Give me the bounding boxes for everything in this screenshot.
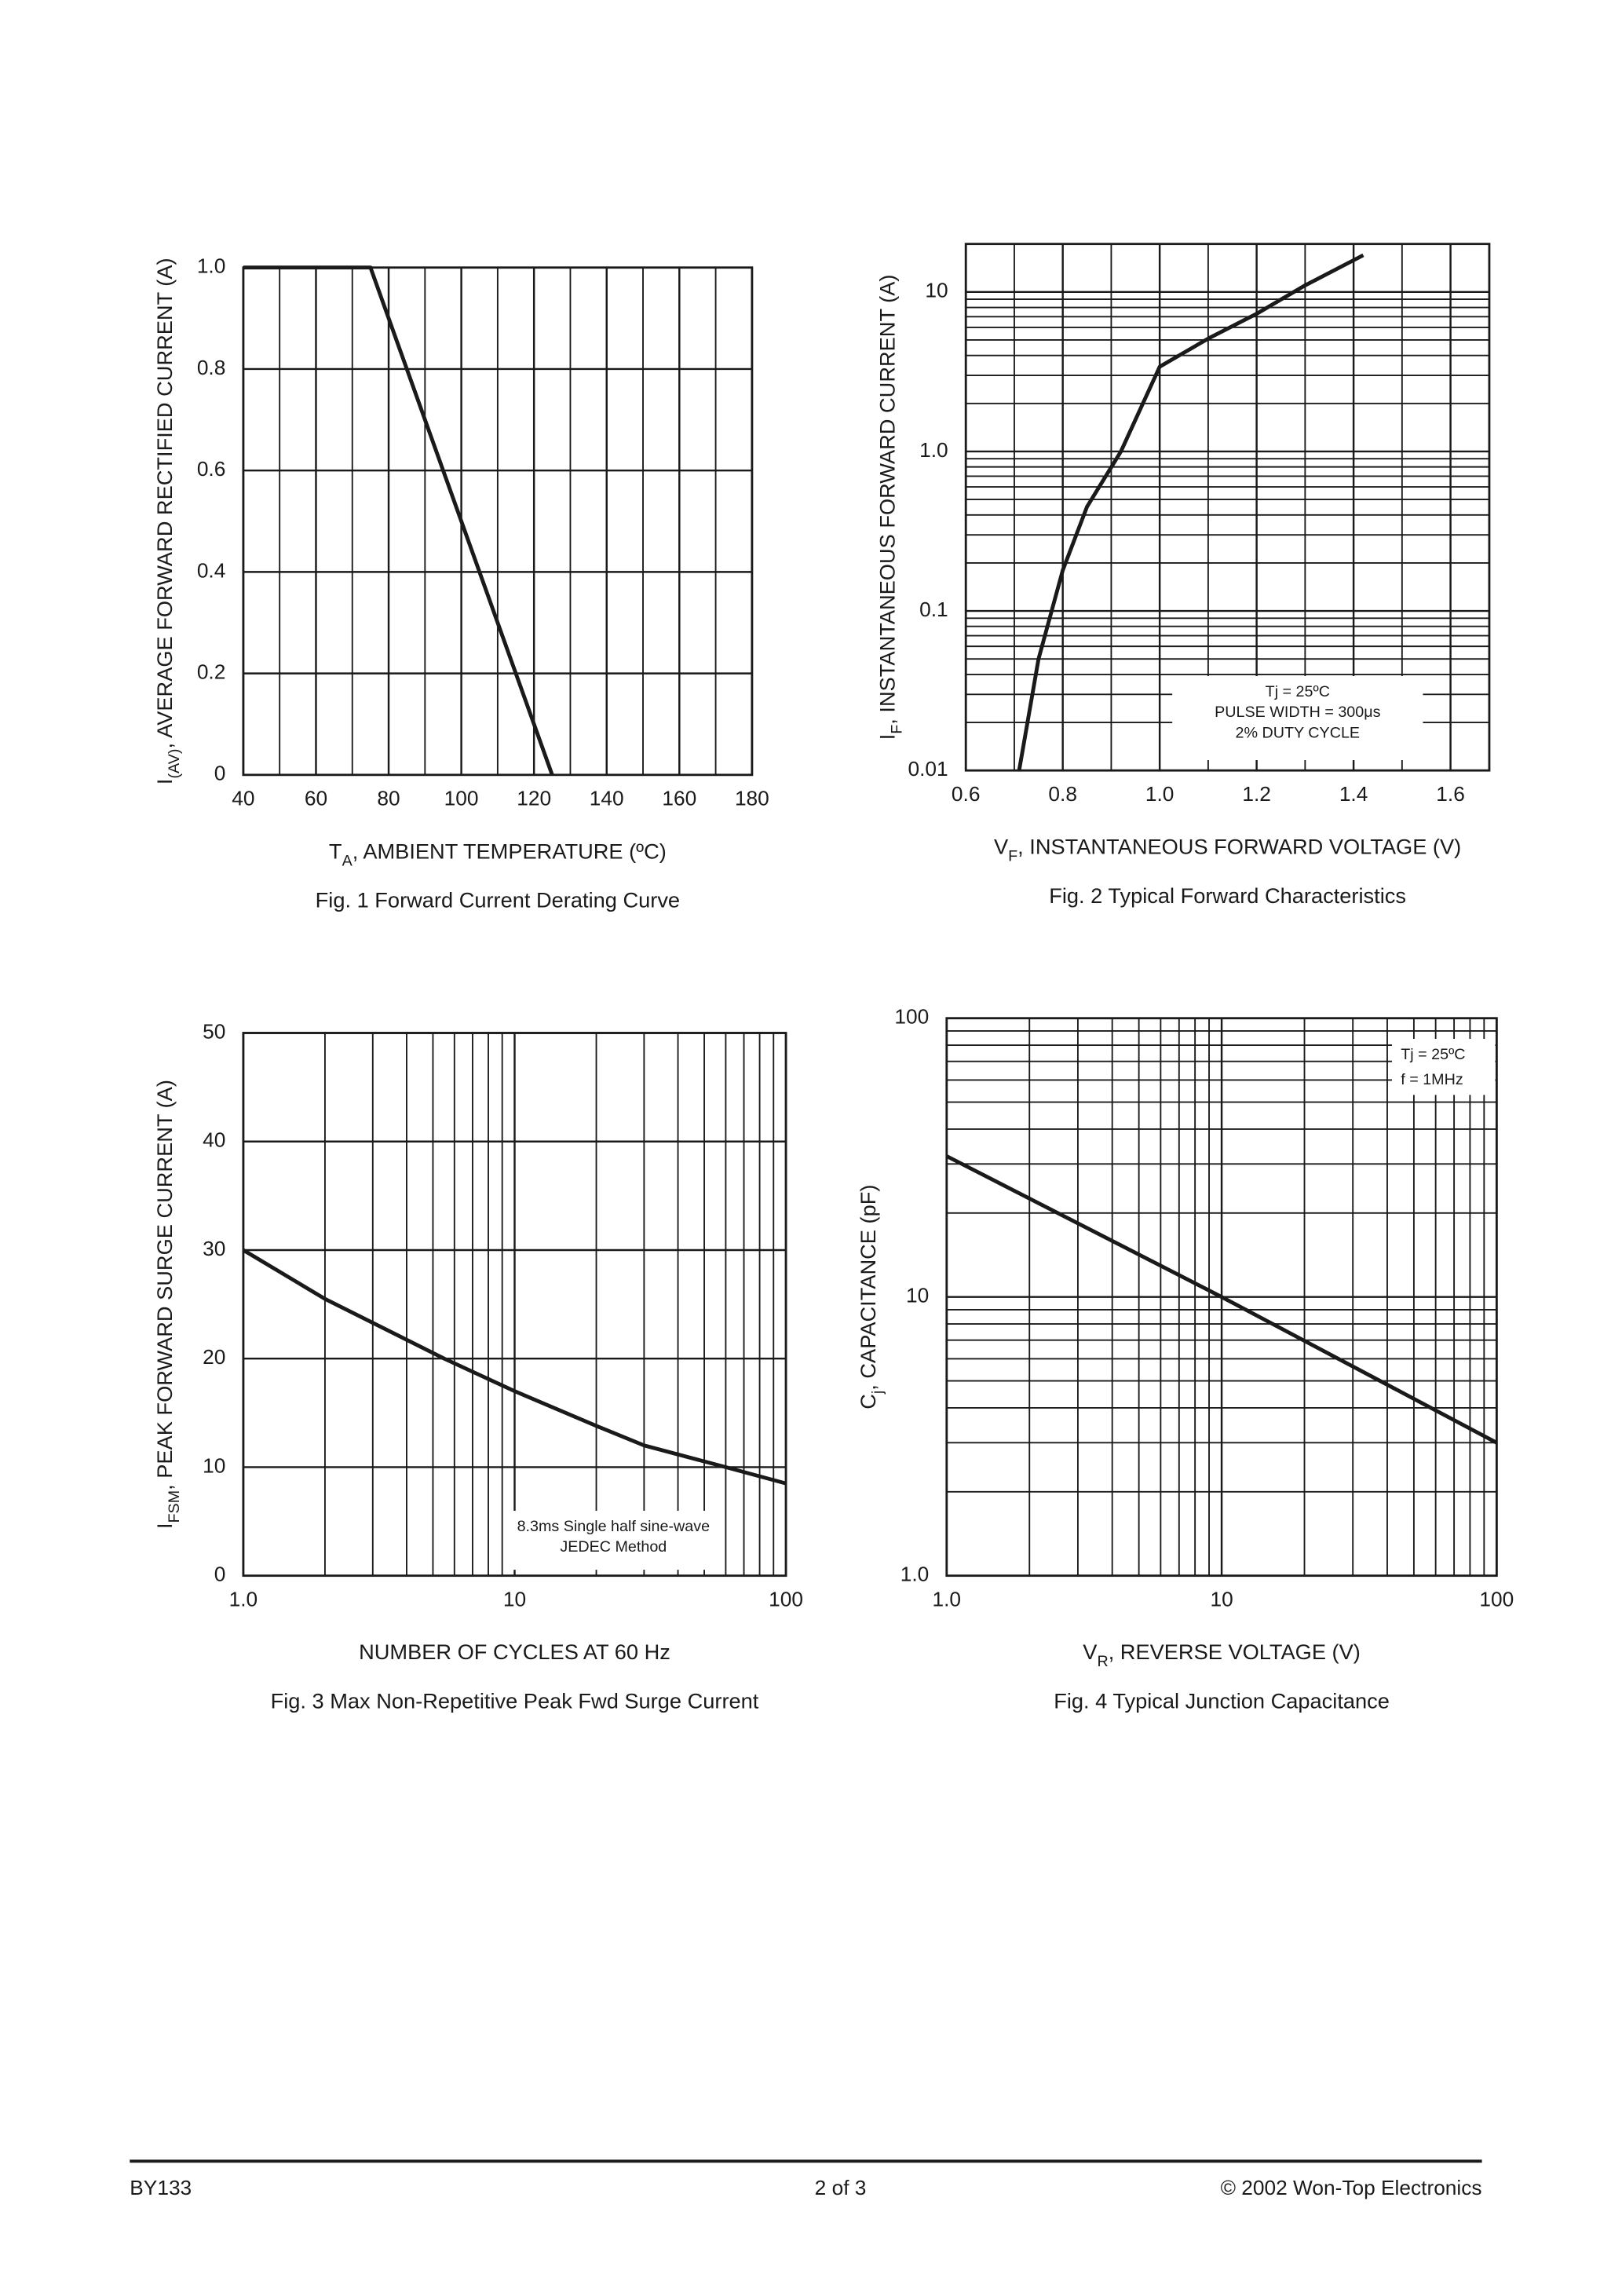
- axis-label: NUMBER OF CYCLES AT 60 Hz: [359, 1640, 670, 1664]
- x-tick-label: 60: [305, 787, 327, 810]
- axis-label: VR, REVERSE VOLTAGE (V): [1083, 1640, 1361, 1670]
- axis-label-part: I: [152, 779, 177, 785]
- x-tick-label: 40: [232, 787, 254, 810]
- chart-title: Fig. 1 Forward Current Derating Curve: [316, 888, 680, 912]
- x-tick-label: 1.6: [1436, 782, 1465, 806]
- x-tick-label: 160: [662, 787, 696, 810]
- chart-title: Fig. 4 Typical Junction Capacitance: [1054, 1688, 1390, 1713]
- axis-label-subscript: F: [1008, 848, 1017, 865]
- x-tick-label: 1.0: [1145, 782, 1174, 806]
- axis-label: IF, INSTANTANEOUS FORWARD CURRENT (A): [875, 275, 906, 740]
- y-tick-label: 1.0: [919, 438, 948, 462]
- annotation: Tj = 25ºC: [1266, 683, 1330, 700]
- axis-label-part: , INSTANTANEOUS FORWARD CURRENT (A): [875, 275, 900, 725]
- plot-frame: [945, 1017, 1498, 1578]
- axis-label-subscript: F: [889, 725, 906, 734]
- annotation: 8.3ms Single half sine-wave: [517, 1518, 711, 1535]
- axis-label-subscript: j: [869, 1391, 886, 1395]
- x-tick-label: 1.2: [1242, 782, 1271, 806]
- footer-center: 2 of 3: [815, 2176, 867, 2199]
- annotation-box: [1392, 1039, 1496, 1095]
- y-tick-label: 0: [214, 1563, 226, 1586]
- annotation: f = 1MHz: [1401, 1071, 1463, 1088]
- axis-label-part: V: [1083, 1640, 1098, 1664]
- y-tick-label: 20: [203, 1345, 225, 1369]
- data-line: [945, 1154, 1498, 1445]
- axis-label: IFSM, PEAK FORWARD SURGE CURRENT (A): [152, 1080, 183, 1529]
- x-tick-label: 10: [503, 1588, 526, 1611]
- axis-label: Cj, CAPACITANCE (pF): [856, 1185, 886, 1409]
- axis-label-part: I: [875, 734, 900, 740]
- axis-label-subscript: A: [342, 853, 353, 870]
- annotation: JEDEC Method: [560, 1538, 667, 1556]
- y-tick-label: 0.01: [908, 757, 948, 781]
- y-tick-label: 30: [203, 1237, 225, 1260]
- x-tick-label: 100: [769, 1588, 803, 1611]
- axis-label-subscript: R: [1097, 1653, 1108, 1670]
- plot-frame: [242, 1032, 787, 1578]
- x-tick-label: 80: [377, 787, 400, 810]
- x-tick-label: 180: [735, 787, 769, 810]
- x-tick-label: 0.6: [952, 782, 981, 806]
- x-tick-label: 0.8: [1048, 782, 1077, 806]
- footer-right: © 2002 Won-Top Electronics: [1221, 2176, 1482, 2199]
- x-tick-label: 140: [590, 787, 624, 810]
- axis-label-part: , INSTANTANEOUS FORWARD VOLTAGE (V): [1017, 835, 1461, 859]
- annotation-box: [1172, 675, 1423, 761]
- y-tick-label: 50: [203, 1019, 225, 1043]
- x-tick-label: 100: [444, 787, 479, 810]
- x-tick-label: 120: [517, 787, 551, 810]
- axis-label-part: NUMBER OF CYCLES AT 60 Hz: [359, 1640, 670, 1664]
- axis-label-part: , REVERSE VOLTAGE (V): [1109, 1640, 1361, 1664]
- plot-grid: [323, 1033, 775, 1576]
- y-tick-label: 0.4: [197, 558, 226, 582]
- y-tick-label: 10: [906, 1284, 929, 1307]
- footer-left: BY133: [130, 2176, 192, 2199]
- axis-label-part: , AMBIENT TEMPERATURE (ºC): [353, 839, 667, 864]
- axis-label-part: , CAPACITANCE (pF): [856, 1185, 880, 1391]
- y-tick-label: 40: [203, 1128, 225, 1152]
- axis-label-part: V: [994, 835, 1009, 859]
- y-tick-label: 10: [925, 279, 948, 302]
- x-tick-label: 100: [1479, 1588, 1514, 1611]
- chart-title: Fig. 3 Max Non-Repetitive Peak Fwd Surge…: [271, 1688, 759, 1713]
- annotation: 2% DUTY CYCLE: [1236, 724, 1361, 741]
- x-tick-label: 1.0: [229, 1588, 258, 1611]
- axis-label: TA, AMBIENT TEMPERATURE (ºC): [329, 839, 667, 870]
- axis-label-part: , AVERAGE FORWARD RECTIFIED CURRENT (A): [152, 258, 177, 748]
- y-tick-label: 0.8: [197, 356, 226, 379]
- y-tick-label: 100: [894, 1005, 929, 1029]
- axis-label-part: T: [329, 839, 342, 864]
- axis-label-subscript: (AV): [166, 749, 183, 779]
- y-tick-label: 1.0: [901, 1563, 930, 1586]
- annotation-box: [506, 1511, 721, 1570]
- x-tick-label: 10: [1210, 1588, 1233, 1611]
- y-tick-label: 0: [214, 762, 226, 785]
- y-tick-label: 0.6: [197, 457, 226, 481]
- axis-label: I(AV), AVERAGE FORWARD RECTIFIED CURRENT…: [152, 258, 183, 784]
- plot-grid: [279, 267, 717, 775]
- chart-title: Fig. 2 Typical Forward Characteristics: [1049, 883, 1406, 908]
- y-tick-label: 1.0: [197, 254, 226, 278]
- data-line: [243, 265, 554, 776]
- plot-frame: [242, 266, 754, 777]
- plot-frame: [964, 243, 1491, 772]
- y-tick-label: 0.2: [197, 660, 226, 684]
- y-tick-label: 0.1: [919, 598, 948, 621]
- data-line: [242, 1248, 787, 1486]
- annotation: PULSE WIDTH = 300μs: [1215, 704, 1380, 721]
- x-tick-label: 1.0: [933, 1588, 962, 1611]
- x-tick-label: 1.4: [1339, 782, 1368, 806]
- axis-label: VF, INSTANTANEOUS FORWARD VOLTAGE (V): [994, 835, 1461, 865]
- axis-label-part: I: [152, 1523, 177, 1530]
- annotation: Tj = 25ºC: [1401, 1046, 1465, 1063]
- axis-label-subscript: FSM: [166, 1490, 183, 1523]
- data-line: [1017, 253, 1364, 771]
- axis-label-part: C: [856, 1394, 880, 1409]
- axis-label-part: , PEAK FORWARD SURGE CURRENT (A): [152, 1080, 177, 1490]
- y-tick-label: 10: [203, 1453, 225, 1477]
